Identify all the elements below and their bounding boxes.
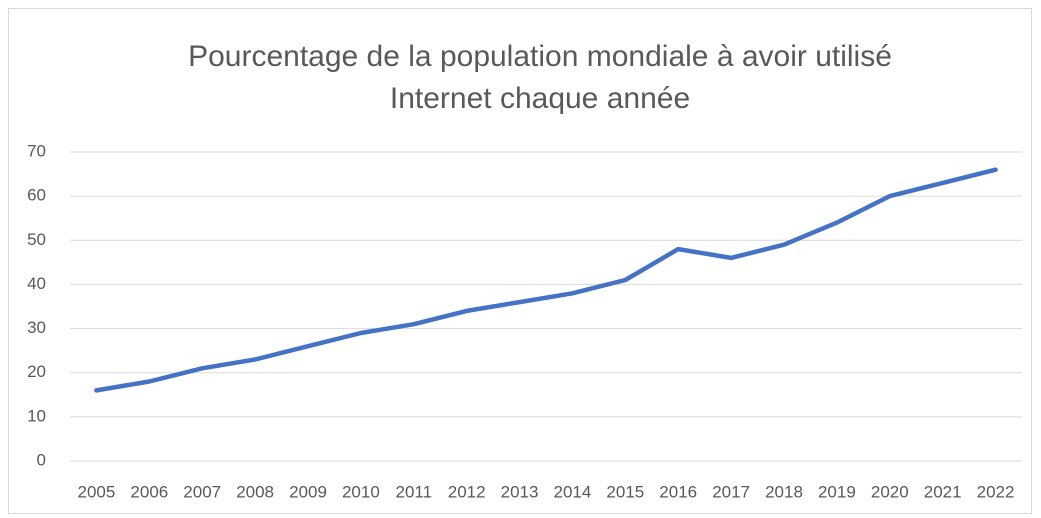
x-tick-label: 2008 [236, 482, 274, 501]
x-tick-label: 2013 [501, 482, 539, 501]
y-tick-label: 60 [27, 186, 46, 205]
y-tick-label: 30 [27, 318, 46, 337]
x-tick-label: 2018 [765, 482, 803, 501]
y-tick-label: 10 [27, 406, 46, 425]
x-tick-label: 2009 [289, 482, 327, 501]
data-line [94, 167, 998, 393]
x-tick-label: 2015 [606, 482, 644, 501]
x-tick-label: 2006 [130, 482, 168, 501]
x-tick-label: 2007 [183, 482, 221, 501]
x-tick-label: 2010 [342, 482, 380, 501]
x-tick-label: 2020 [871, 482, 909, 501]
x-tick-label: 2016 [659, 482, 697, 501]
chart-title: Internet chaque année [390, 82, 690, 115]
y-tick-label: 0 [37, 450, 46, 469]
x-tick-label: 2012 [448, 482, 486, 501]
x-tick-label: 2014 [554, 482, 592, 501]
y-tick-label: 50 [27, 230, 46, 249]
x-tick-label: 2022 [977, 482, 1015, 501]
x-tick-label: 2021 [924, 482, 962, 501]
chart-title: Pourcentage de la population mondiale à … [188, 40, 892, 73]
x-tick-label: 2019 [818, 482, 856, 501]
y-tick-label: 70 [27, 141, 46, 160]
chart-border [8, 8, 1032, 514]
y-tick-label: 40 [27, 274, 46, 293]
y-tick-label: 20 [27, 362, 46, 381]
x-tick-label: 2005 [78, 482, 116, 501]
x-tick-label: 2011 [395, 482, 432, 501]
x-tick-label: 2017 [712, 482, 750, 501]
